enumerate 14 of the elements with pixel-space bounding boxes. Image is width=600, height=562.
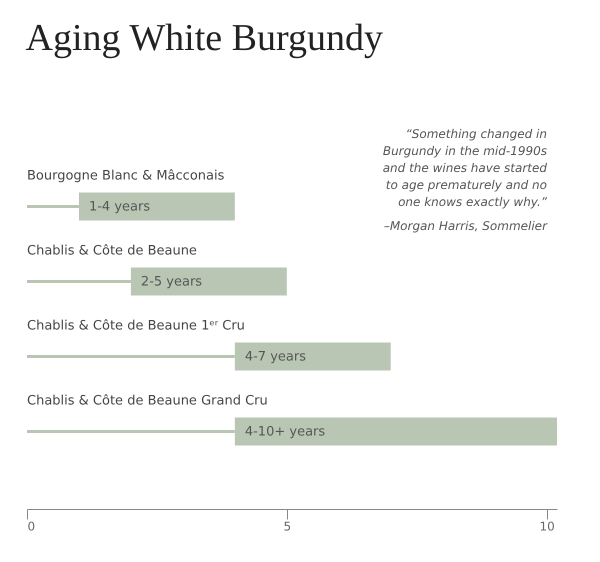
- x-tick-label: 0: [28, 520, 36, 534]
- y-tick-label: Chablis & Côte de Beaune 1ᵉʳ Cru: [27, 318, 245, 334]
- annotation: –Morgan Harris, Sommelier: [384, 219, 548, 233]
- x-tick-label: 5: [283, 520, 292, 534]
- data-label: 4-10+ years: [244, 424, 326, 440]
- data-label: 2-5 years: [140, 274, 202, 290]
- y-tick-label: Chablis & Côte de Beaune Grand Cru: [27, 394, 268, 408]
- y-tick-label: Bourgogne Blanc & Mâcconais: [27, 168, 225, 184]
- data-label: 4-7 years: [244, 350, 306, 364]
- chart-title: Aging White Burgundy: [26, 17, 383, 59]
- data-label: 1-4 years: [88, 200, 150, 214]
- y-tick-label: Chablis & Côte de Beaune: [27, 244, 197, 258]
- x-tick-label: 10: [539, 520, 555, 534]
- annotation: “Something changed in Burgundy in the mid-1990s and the wines have started to age prematurely and no one knows exactly why.”: [382, 127, 548, 209]
